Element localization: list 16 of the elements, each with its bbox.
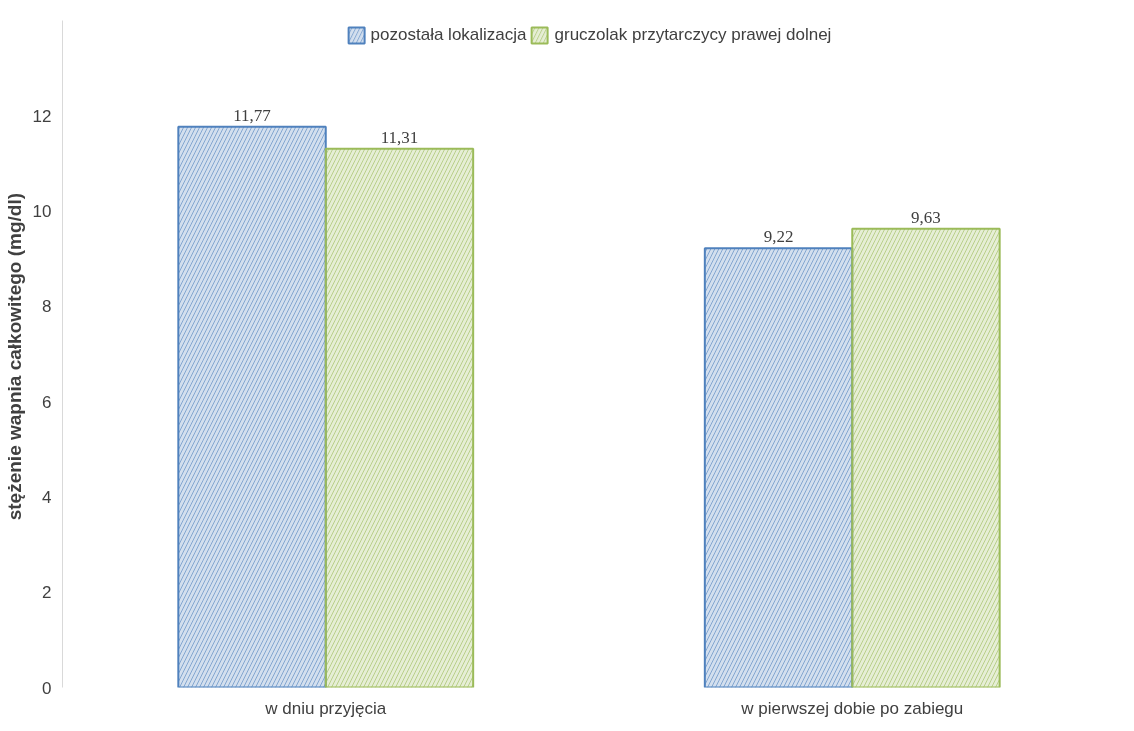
y-tick-label: 2 — [42, 583, 52, 603]
x-tick-label: w pierwszej dobie po zabiegu — [740, 698, 964, 718]
y-tick-label: 0 — [42, 678, 52, 698]
y-tick-label: 6 — [42, 392, 52, 412]
y-tick-label: 4 — [42, 487, 52, 507]
data-label: 9,22 — [763, 227, 794, 247]
y-tick-label: 10 — [32, 202, 52, 222]
x-tick-label: w dniu przyjęcia — [264, 698, 387, 718]
y-tick-label: 8 — [42, 297, 52, 317]
data-label: 11,77 — [233, 105, 272, 125]
y-tick-label: 12 — [32, 106, 52, 126]
legend-label: gruczolak przytarczycy prawej dolnej — [554, 25, 832, 45]
y-axis-title: stężenie wapnia całkowitego (mg/dl) — [3, 192, 25, 521]
legend-label: pozostała lokalizacja — [370, 25, 527, 45]
data-label: 11,31 — [380, 127, 419, 147]
data-label: 9,63 — [911, 207, 941, 227]
